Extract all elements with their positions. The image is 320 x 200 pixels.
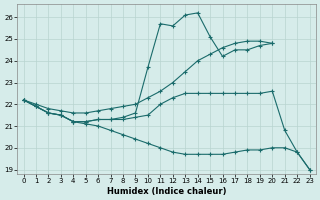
X-axis label: Humidex (Indice chaleur): Humidex (Indice chaleur) (107, 187, 226, 196)
